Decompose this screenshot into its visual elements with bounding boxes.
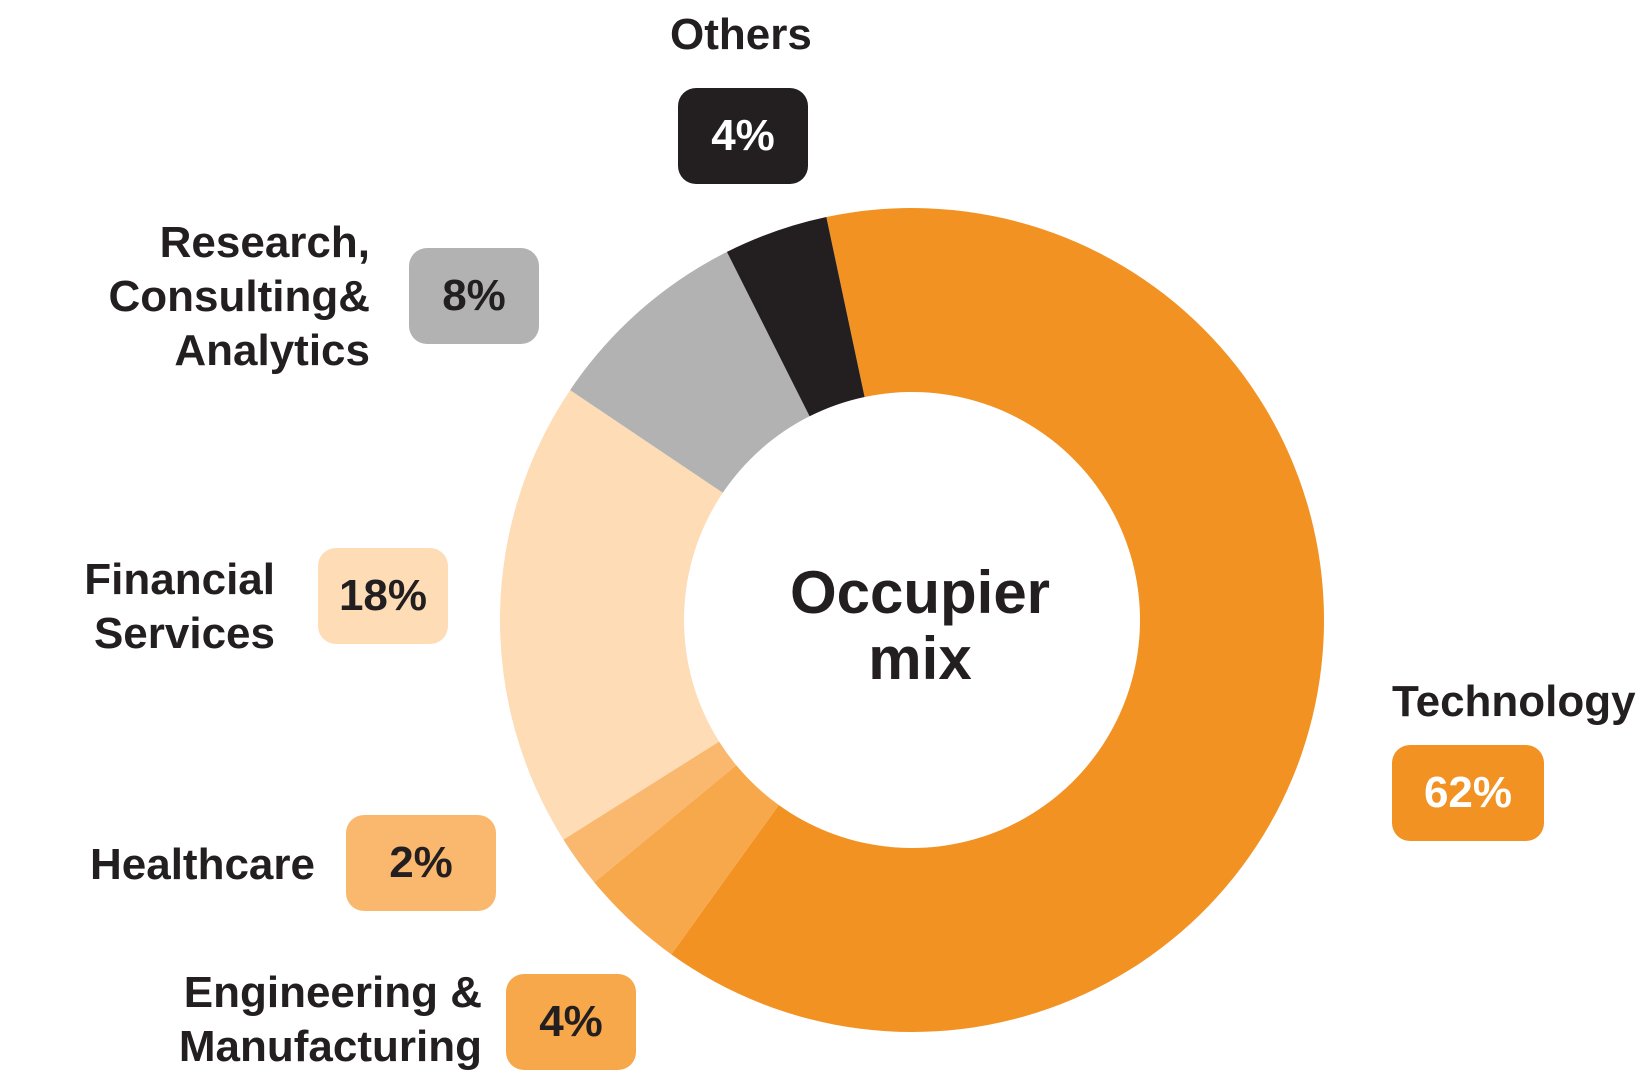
value-badge-financial-services: 18% [318,548,448,644]
label-research-line-1: Research, [159,218,370,267]
label-engineering-manufacturing: Engineering & Manufacturing [120,966,482,1074]
label-financial-line-2: Services [93,609,275,658]
center-title: Occupier mix [760,560,1080,692]
value-badge-healthcare: 2% [346,815,496,911]
label-research-line-3: Analytics [174,326,370,375]
label-technology: Technology [1392,675,1636,729]
label-engineering-line-1: Engineering & [183,968,482,1017]
value-badge-technology: 62% [1392,745,1544,841]
label-research-line-2: Consulting& [108,272,370,321]
label-others-line-1: Others [670,10,812,59]
label-technology-line-1: Technology [1392,677,1636,726]
label-healthcare: Healthcare [40,838,315,892]
value-badge-research-consulting-analytics: 8% [409,248,539,344]
donut-slices [500,208,1324,1032]
label-others: Others [670,8,812,62]
label-healthcare-line-1: Healthcare [89,840,315,889]
label-engineering-line-2: Manufacturing [178,1022,482,1071]
center-title-line-2: mix [868,625,972,692]
slice-engineering [594,765,779,955]
slice-research [570,251,810,493]
slice-technology [671,208,1324,1032]
label-financial-line-1: Financial [84,555,275,604]
value-badge-engineering-manufacturing: 4% [506,974,636,1070]
slice-others [726,217,865,417]
label-research-consulting-analytics: Research, Consulting& Analytics [60,216,370,378]
slice-healthcare [563,741,737,883]
value-badge-others: 4% [678,88,808,184]
center-title-line-1: Occupier [789,559,1051,626]
slice-financial [500,390,723,840]
label-financial-services: Financial Services [40,553,275,661]
